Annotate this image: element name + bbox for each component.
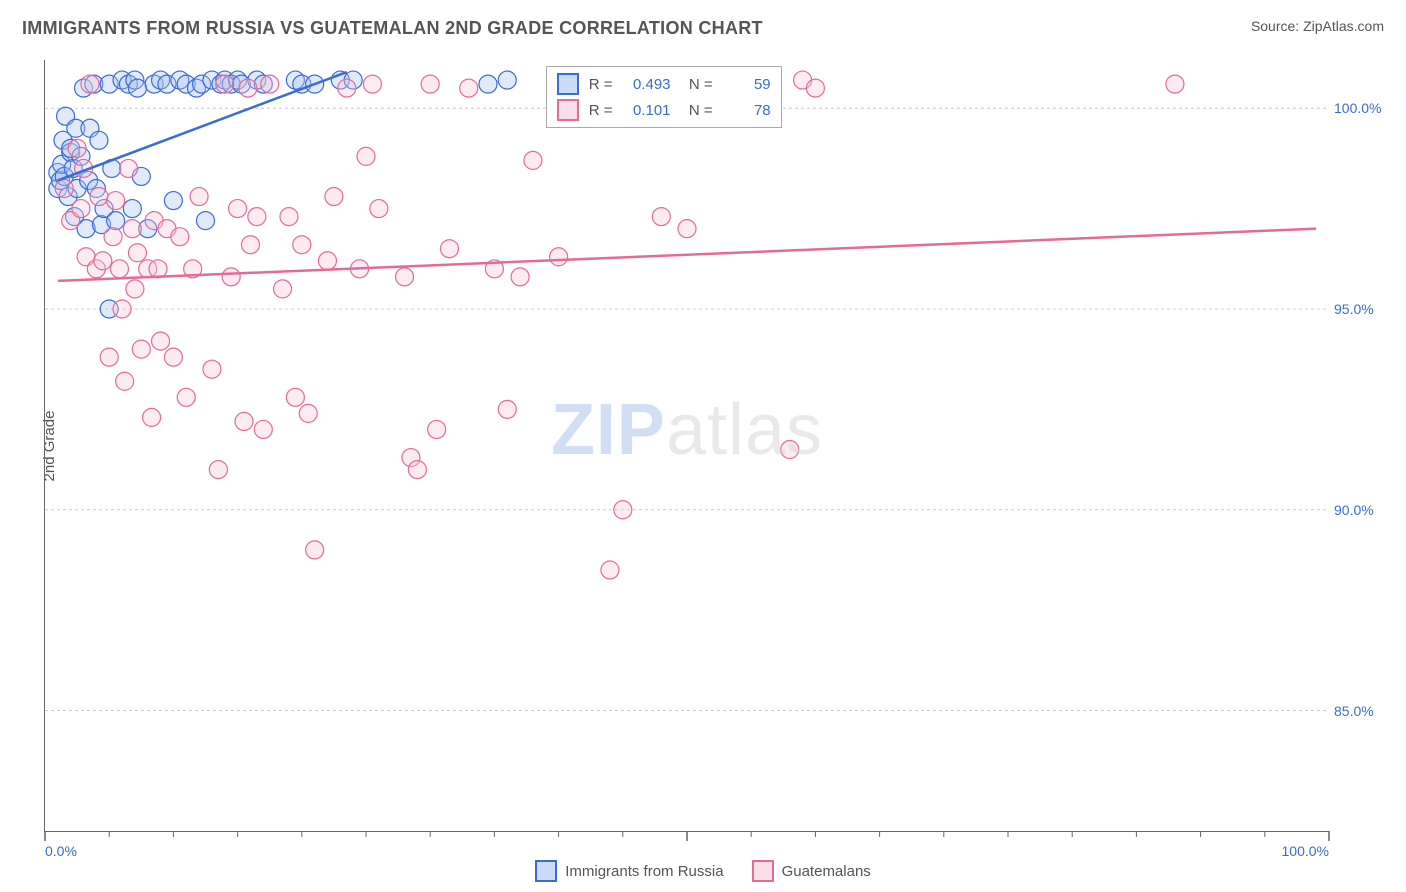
legend-swatch: [535, 860, 557, 882]
correlation-legend: R = 0.493 N = 59 R = 0.101 N = 78: [546, 66, 782, 128]
y-tick-label: 90.0%: [1334, 502, 1384, 518]
x-tick-label: 0.0%: [45, 843, 77, 859]
legend-r-label: R =: [589, 102, 613, 119]
chart-source: Source: ZipAtlas.com: [1251, 18, 1384, 34]
legend-stat-row: R = 0.101 N = 78: [557, 97, 771, 123]
source-name: ZipAtlas.com: [1303, 18, 1384, 34]
y-tick-label: 95.0%: [1334, 301, 1384, 317]
legend-stat-row: R = 0.493 N = 59: [557, 71, 771, 97]
source-prefix: Source:: [1251, 18, 1303, 34]
chart-area: 2nd Grade ZIPatlas R = 0.493 N = 59 R = …: [44, 60, 1384, 832]
y-tick-label: 100.0%: [1334, 100, 1384, 116]
legend-n-value: 59: [723, 76, 771, 93]
legend-series-label: Immigrants from Russia: [565, 863, 723, 880]
legend-r-value: 0.493: [623, 76, 671, 93]
legend-series-item: Guatemalans: [752, 860, 871, 882]
legend-series-item: Immigrants from Russia: [535, 860, 723, 882]
plot-region: ZIPatlas R = 0.493 N = 59 R = 0.101 N = …: [44, 60, 1329, 832]
legend-r-value: 0.101: [623, 102, 671, 119]
legend-r-label: R =: [589, 76, 613, 93]
plot-svg: [45, 60, 1329, 831]
x-tick-label: 100.0%: [1282, 843, 1329, 859]
legend-n-value: 78: [723, 102, 771, 119]
series-legend: Immigrants from Russia Guatemalans: [0, 860, 1406, 882]
y-tick-label: 85.0%: [1334, 703, 1384, 719]
legend-series-label: Guatemalans: [782, 863, 871, 880]
legend-swatch: [557, 99, 579, 121]
legend-n-label: N =: [681, 76, 713, 93]
legend-swatch: [557, 73, 579, 95]
legend-n-label: N =: [681, 102, 713, 119]
legend-swatch: [752, 860, 774, 882]
chart-title: IMMIGRANTS FROM RUSSIA VS GUATEMALAN 2ND…: [22, 18, 763, 39]
